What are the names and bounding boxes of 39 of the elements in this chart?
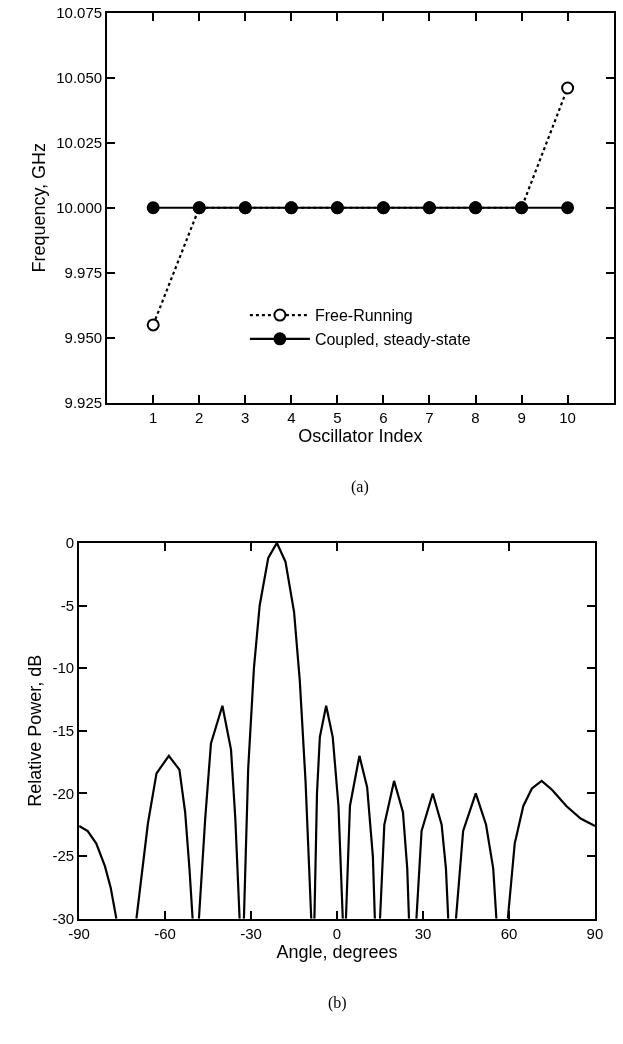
text: (b) (328, 994, 347, 1012)
x-tick-label: 6 (379, 408, 388, 426)
x-tick-label: -60 (154, 924, 176, 942)
y-tick-label: -25 (52, 847, 75, 865)
x-tick-label: 30 (414, 924, 432, 942)
x-tick-label: 9 (517, 408, 526, 426)
x-axis-title: Angle, degrees (276, 941, 398, 962)
x-tick-label: 60 (500, 924, 518, 942)
y-tick-label: 10.000 (56, 199, 103, 217)
x-tick-label: 8 (471, 408, 480, 426)
x-tick-label: 10 (559, 408, 576, 426)
y-tick-label: -5 (60, 596, 75, 614)
y-axis-title: Relative Power, dB (25, 654, 46, 807)
x-tick-label: -30 (240, 924, 262, 942)
y-tick-label: 10.050 (56, 68, 103, 86)
x-axis-title: Oscillator Index (298, 425, 423, 446)
y-tick-label: 10.025 (56, 133, 103, 151)
y-tick-label: 9.950 (64, 329, 103, 347)
y-axis-title: Frequency, GHz (28, 142, 49, 273)
y-tick-label: -20 (52, 784, 75, 802)
legend-label: Coupled, steady-state (314, 331, 471, 349)
x-tick-label: 90 (586, 924, 604, 942)
y-tick-label: 0 (65, 534, 75, 552)
x-tick-label: 5 (333, 408, 342, 426)
y-tick-label: 10.075 (56, 3, 103, 21)
y-tick-label: -30 (52, 909, 75, 927)
x-tick-label: 3 (241, 408, 250, 426)
x-tick-label: 4 (287, 408, 296, 426)
y-tick-label: 9.975 (64, 264, 103, 282)
x-tick-label: 2 (195, 408, 204, 426)
legend-label: Free-Running (314, 307, 413, 325)
x-tick-label: -90 (68, 924, 90, 942)
text: (a) (351, 478, 369, 496)
y-tick-label: -15 (52, 722, 75, 740)
x-tick-label: 0 (332, 924, 342, 942)
x-tick-label: 1 (149, 408, 158, 426)
y-tick-label: 9.925 (64, 394, 103, 412)
x-tick-label: 7 (425, 408, 434, 426)
y-tick-label: -10 (52, 659, 75, 677)
